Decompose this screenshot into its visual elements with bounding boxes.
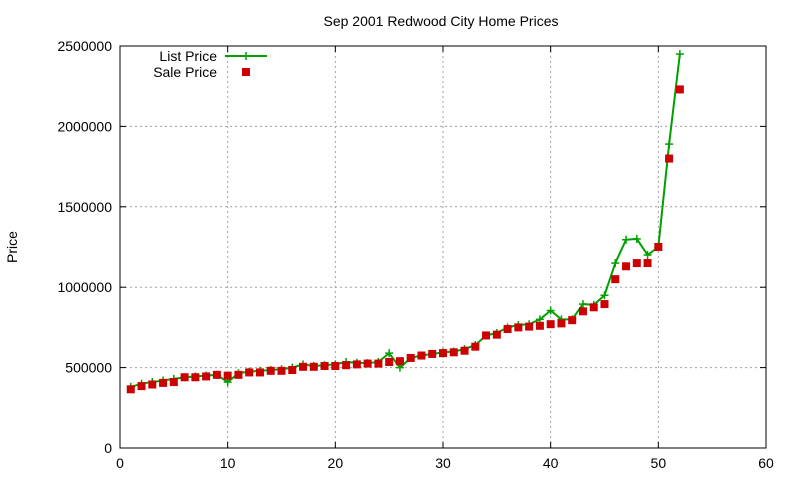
sale-price-point (277, 366, 286, 375)
legend-label: List Price (159, 48, 217, 64)
sale-price-point (622, 262, 631, 271)
sale-price-point (439, 349, 447, 358)
x-tick-label: 30 (435, 455, 451, 471)
sale-price-point (417, 351, 426, 360)
plot-area (126, 50, 684, 394)
axes: 0 10 20 30 40 50 60 0 500000 1000000 1500000 200000… (57, 38, 774, 471)
sale-price-point (288, 366, 297, 375)
sale-price-point (514, 323, 523, 332)
list-price-line (130, 53, 681, 388)
legend-label: Sale Price (153, 64, 217, 80)
sale-price-point (255, 368, 264, 377)
sale-price-point (342, 361, 351, 370)
x-tick-label: 0 (116, 455, 124, 471)
sale-price-point (374, 359, 383, 368)
sale-price-point (632, 259, 641, 268)
list-price-point (600, 291, 609, 300)
sale-price-point (449, 348, 458, 357)
sale-price-point (299, 362, 308, 371)
sale-price-point (406, 353, 415, 362)
x-tick-label: 40 (543, 455, 559, 471)
y-axis-label: Price (4, 231, 20, 263)
sale-price-point (492, 330, 501, 339)
sale-price-point (331, 361, 340, 370)
x-tick-label: 10 (220, 455, 236, 471)
sale-price-point (126, 385, 135, 394)
legend-square-marker (242, 68, 250, 76)
sale-price-point (159, 378, 168, 387)
y-tick-label: 500000 (65, 360, 112, 376)
chart-title: Sep 2001 Redwood City Home Prices (323, 13, 558, 29)
list-price-point (665, 140, 674, 149)
sale-price-point (428, 349, 437, 358)
sale-price-point (352, 360, 361, 369)
sale-price-point (223, 371, 232, 380)
y-tick-label: 2500000 (57, 38, 112, 54)
x-tick-label: 20 (328, 455, 344, 471)
sale-price-point (212, 370, 221, 379)
sale-price-point (309, 362, 318, 371)
sale-price-point (191, 373, 200, 382)
sale-price-point (525, 322, 534, 331)
sale-price-point (385, 357, 394, 366)
legend-cross-marker (242, 52, 250, 60)
sale-price-point (568, 316, 577, 325)
sale-price-point (234, 370, 243, 379)
sale-price-point (137, 382, 146, 391)
sale-price-point (460, 346, 469, 355)
sale-price-point (266, 366, 275, 375)
sale-price-point (471, 342, 480, 351)
x-tick-label: 50 (651, 455, 667, 471)
sale-price-point (675, 85, 684, 94)
x-tick-label: 60 (758, 455, 774, 471)
y-tick-label: 0 (104, 440, 112, 456)
y-tick-label: 1000000 (57, 279, 112, 295)
y-tick-label: 1500000 (57, 199, 112, 215)
sale-price-point (202, 372, 211, 381)
sale-price-point (665, 154, 674, 163)
list-price-point (622, 235, 631, 244)
sale-price-point (180, 373, 189, 382)
list-price-point (546, 306, 555, 315)
sale-price-point (148, 380, 157, 389)
list-price-point (675, 50, 684, 59)
grid-lines (120, 46, 766, 448)
sale-price-point (503, 325, 512, 334)
sale-price-point (600, 300, 609, 309)
sale-price-point (611, 275, 620, 284)
list-price-point (385, 349, 394, 358)
sale-price-point (589, 303, 598, 312)
list-price-point (611, 259, 620, 268)
sale-price-point (654, 243, 663, 251)
sale-price-point (643, 259, 652, 268)
list-price-point (632, 234, 641, 243)
sale-price-point (535, 321, 544, 330)
sale-price-point (557, 319, 566, 328)
list-price-point (643, 251, 652, 260)
list-price-point (578, 300, 587, 309)
y-tick-label: 2000000 (57, 118, 112, 134)
sale-price-point (320, 361, 329, 370)
sale-price-point (482, 331, 491, 340)
sale-price-point (169, 378, 178, 387)
sale-price-point (546, 320, 555, 329)
sale-price-point (395, 357, 404, 366)
sale-price-point (363, 359, 372, 368)
sale-price-point (245, 368, 254, 377)
sale-price-point (578, 307, 587, 316)
